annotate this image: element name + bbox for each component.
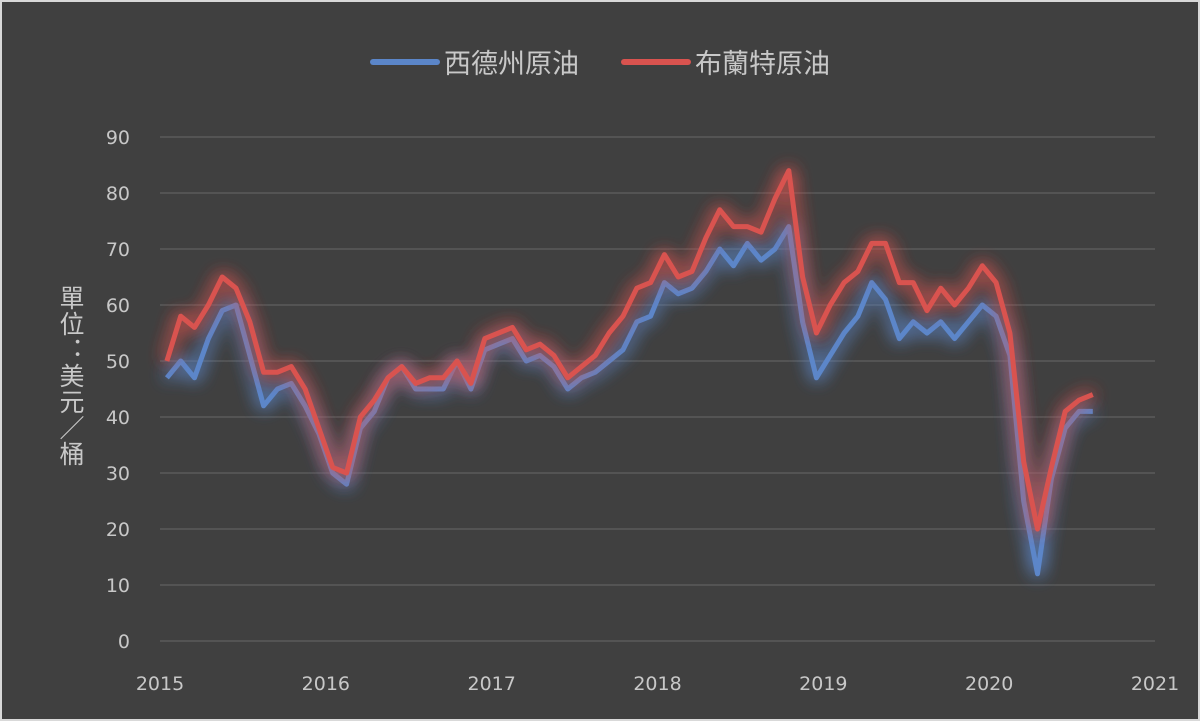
x-tick-label: 2018	[633, 673, 681, 695]
legend-swatch-wti	[370, 58, 440, 65]
x-tick-label: 2016	[302, 673, 350, 695]
y-tick-label: 40	[106, 407, 130, 429]
y-tick-label: 0	[118, 631, 130, 653]
y-tick-label: 60	[106, 295, 130, 317]
legend-item-brent[interactable]: 布蘭特原油	[621, 42, 830, 81]
legend-label-wti: 西德州原油	[444, 49, 579, 80]
y-tick-label: 20	[106, 519, 130, 541]
y-tick-label: 10	[106, 575, 130, 597]
y-tick-label: 50	[106, 351, 130, 373]
legend-label-brent: 布蘭特原油	[695, 49, 830, 80]
series-line-brent	[164, 168, 1094, 532]
y-tick-label: 70	[106, 239, 130, 261]
x-tick-label: 2015	[136, 673, 184, 695]
y-tick-label: 80	[106, 183, 130, 205]
legend-swatch-brent	[621, 58, 691, 65]
y-tick-label: 90	[106, 127, 130, 149]
x-tick-label: 2017	[467, 673, 515, 695]
y-tick-label: 30	[106, 463, 130, 485]
x-tick-label: 2021	[1131, 673, 1179, 695]
series-line-wti	[164, 224, 1093, 577]
legend-item-wti[interactable]: 西德州原油	[370, 42, 579, 81]
x-tick-label: 2020	[965, 673, 1013, 695]
legend: 西德州原油 布蘭特原油	[2, 42, 1198, 81]
y-axis-title: 單位：美元／桶	[56, 285, 85, 467]
x-tick-label: 2019	[799, 673, 847, 695]
